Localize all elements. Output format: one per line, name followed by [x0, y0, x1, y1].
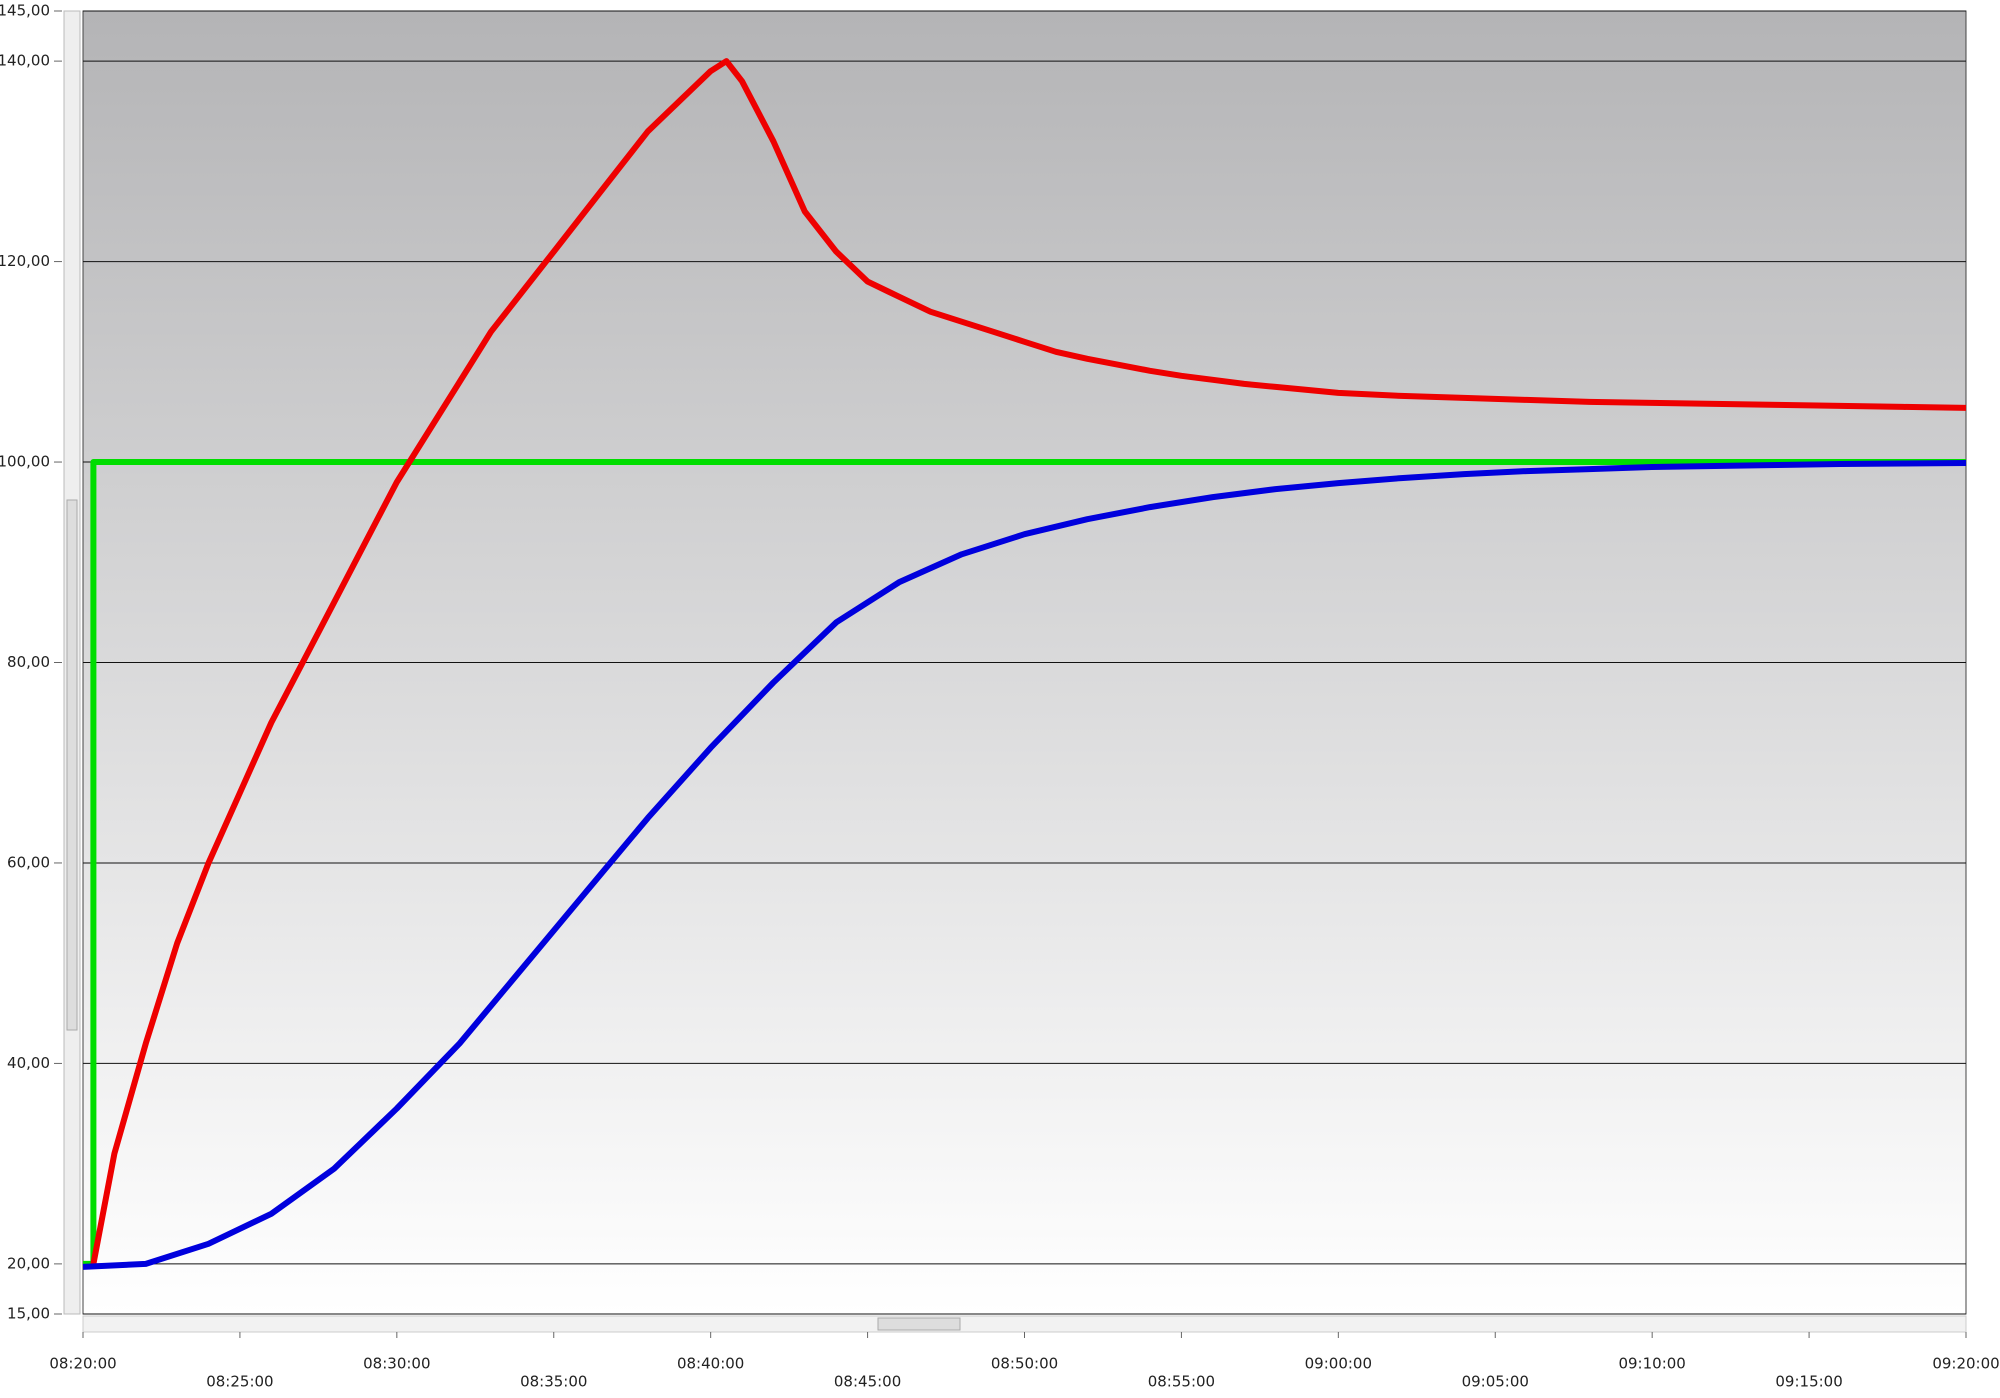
x-tick-label: 09:20:00 [1932, 1355, 1999, 1373]
y-tick-label: 20,00 [7, 1254, 50, 1272]
y-tick-label: 60,00 [7, 853, 50, 871]
y-tick-label: 40,00 [7, 1054, 50, 1072]
x-tick-label: 09:05:00 [1462, 1373, 1529, 1391]
x-tick-label: 09:15:00 [1775, 1373, 1842, 1391]
y-tick-label: 120,00 [0, 252, 50, 270]
x-tick-label: 08:30:00 [363, 1355, 430, 1373]
v-scroll-thumb[interactable] [66, 499, 78, 1031]
x-tick-label: 08:55:00 [1148, 1373, 1215, 1391]
series-line [82, 460, 1967, 1270]
y-tick-label: 80,00 [7, 653, 50, 671]
y-tick-label: 15,00 [7, 1305, 50, 1323]
y-tick-label: 145,00 [0, 2, 50, 20]
x-tick-label: 08:25:00 [206, 1373, 273, 1391]
x-tick-label: 08:45:00 [834, 1373, 901, 1391]
x-tick-label: 09:00:00 [1305, 1355, 1372, 1373]
x-tick-label: 08:50:00 [991, 1355, 1058, 1373]
series-line [90, 58, 1967, 1265]
x-tick-label: 09:10:00 [1618, 1355, 1685, 1373]
h-scroll-thumb[interactable] [877, 1317, 961, 1331]
y-tick-label: 140,00 [0, 52, 50, 70]
x-tick-label: 08:20:00 [49, 1355, 116, 1373]
y-tick-label: 100,00 [0, 453, 50, 471]
h-scrollbar[interactable] [82, 1315, 1967, 1333]
x-tick-label: 08:40:00 [677, 1355, 744, 1373]
x-tick-label: 08:35:00 [520, 1373, 587, 1391]
